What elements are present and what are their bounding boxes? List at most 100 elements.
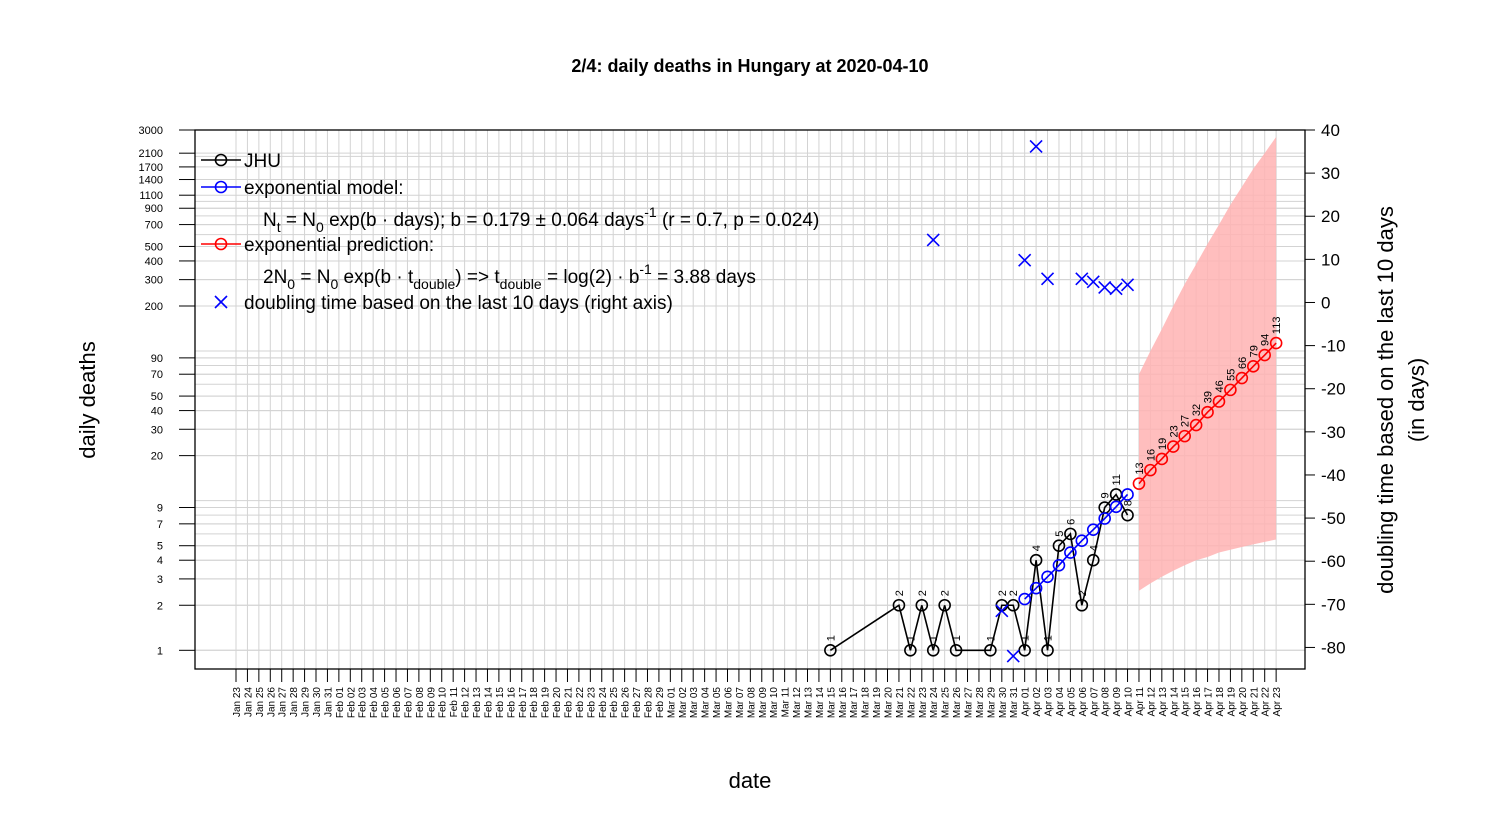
x-tick-label: Feb 23	[586, 687, 597, 719]
model-point	[1029, 581, 1043, 595]
doubling-time-point	[1029, 139, 1043, 153]
prediction-point	[1144, 463, 1157, 477]
x-tick-label: Apr 03	[1044, 687, 1055, 717]
prediction-point-label: 13	[1134, 462, 1146, 474]
x-tick-label: Jan 28	[289, 687, 300, 717]
y-tick-label: 70	[151, 369, 163, 381]
x-tick-label: Feb 03	[358, 687, 369, 719]
legend-prediction-formula-part: = log(2) · b	[542, 267, 640, 288]
y2-tick-label: 0	[1321, 293, 1330, 312]
legend-model-formula-part: N	[263, 210, 277, 231]
doubling-time-point	[1018, 253, 1032, 267]
model-point	[1041, 570, 1054, 584]
x-tick-label: Mar 24	[929, 687, 940, 719]
legend-prediction-formula-part: -1	[639, 261, 652, 277]
x-tick-label: Mar 09	[758, 687, 769, 719]
x-tick-label: Mar 05	[712, 687, 723, 719]
jhu-point	[1064, 527, 1077, 541]
y-axis-label: daily deaths	[75, 341, 100, 458]
prediction-point-label: 79	[1248, 345, 1260, 357]
x-tick-label: Mar 27	[964, 687, 975, 719]
y-tick-label: 90	[151, 353, 163, 365]
legend-model-formula-part: 0	[316, 219, 324, 235]
prediction-point-label: 46	[1214, 380, 1226, 392]
x-tick-label: Feb 29	[655, 687, 666, 719]
x-tick-label: Mar 22	[906, 687, 917, 719]
y2-tick-label: -40	[1321, 466, 1346, 485]
x-tick-label: Mar 17	[849, 687, 860, 719]
y-tick-label: 1400	[139, 175, 163, 187]
prediction-point-label: 19	[1157, 438, 1169, 450]
x-tick-label: Feb 04	[369, 687, 380, 719]
y2-tick-label: -60	[1321, 552, 1346, 571]
x-tick-label: Feb 16	[506, 687, 517, 719]
prediction-point	[1166, 440, 1180, 453]
x-tick-label: Mar 15	[826, 687, 837, 719]
legend-model-formula-part: = N	[281, 210, 316, 231]
x-tick-label: Mar 03	[689, 687, 700, 719]
jhu-point-label: 5	[1054, 531, 1066, 537]
x-tick-label: Mar 29	[986, 687, 997, 719]
model-point	[1064, 546, 1077, 559]
x-tick-label: Apr 19	[1226, 687, 1237, 717]
x-tick-label: Apr 18	[1215, 687, 1226, 717]
y-tick-label: 500	[145, 241, 163, 253]
y-tick-label: 7	[157, 519, 163, 531]
jhu-point	[1041, 644, 1054, 657]
x-tick-label: Apr 13	[1158, 687, 1169, 717]
legend: JHU exponential model: exponential predict…	[201, 151, 819, 314]
x-tick-label: Apr 12	[1146, 687, 1157, 717]
x-tick-label: Jan 27	[278, 687, 289, 717]
jhu-point-label: 11	[1111, 474, 1123, 485]
x-tick-label: Feb 21	[563, 687, 574, 719]
jhu-point	[1029, 553, 1043, 567]
x-tick-label: Feb 06	[392, 687, 403, 719]
x-tick-label: Feb 11	[449, 687, 460, 718]
x-tick-label: Mar 23	[918, 687, 929, 719]
y2-tick-label: -70	[1321, 595, 1346, 614]
jhu-point-label: 1	[825, 635, 837, 641]
y-axis: 1 2 3 4 5 7 9 20 30 40 50 70 90 200 300 400 500 700 900110…	[139, 125, 195, 657]
x-tick-label: Jan 29	[301, 687, 312, 717]
legend-prediction-formula-part: double	[413, 276, 455, 292]
legend-prediction-formula-part: double	[500, 276, 542, 292]
x-tick-label: Jan 25	[255, 687, 266, 717]
y2-tick-label: 40	[1321, 121, 1340, 140]
doubling-time-point	[1006, 649, 1020, 663]
jhu-point-label: 1	[905, 635, 917, 641]
x-tick-label: Jan 26	[266, 687, 277, 717]
jhu-point	[1086, 553, 1100, 567]
legend-model-marker	[214, 180, 228, 194]
jhu-point	[984, 644, 997, 657]
y-tick-label: 900	[145, 203, 163, 215]
y2-tick-label: -50	[1321, 509, 1346, 528]
doubling-time-cross-b	[1109, 282, 1123, 296]
jhu-point-label: 9	[1100, 492, 1112, 498]
x-tick-label: Apr 23	[1272, 687, 1283, 717]
y-tick-label: 3000	[139, 125, 163, 137]
x-tick-label: Mar 07	[735, 687, 746, 719]
jhu-point-label: 1	[951, 635, 963, 641]
prediction-point	[1178, 429, 1191, 443]
legend-jhu-marker	[214, 153, 228, 167]
prediction-point	[1201, 405, 1214, 419]
prediction-point	[1258, 348, 1271, 362]
doubling-time-point	[1040, 272, 1055, 286]
prediction-point	[1212, 395, 1226, 408]
x-tick-label: Feb 19	[541, 687, 552, 719]
jhu-point	[904, 644, 917, 657]
y2-tick-label: -20	[1321, 380, 1346, 399]
x-tick-label: Mar 30	[998, 687, 1009, 719]
doubling-time-cross-b	[1098, 280, 1112, 294]
doubling-time-point	[1075, 272, 1089, 286]
doubling-time-point	[1109, 282, 1123, 296]
x-tick-label: Feb 05	[381, 687, 392, 719]
x-tick-label: Apr 15	[1181, 687, 1192, 717]
x-tick-label: Apr 20	[1238, 687, 1249, 717]
x-tick-label: Apr 06	[1078, 687, 1089, 717]
model-point	[1121, 488, 1134, 501]
legend-prediction-marker	[214, 237, 228, 251]
legend-doubling-label: doubling time based on the last 10 days …	[244, 293, 673, 314]
jhu-point	[949, 644, 963, 657]
